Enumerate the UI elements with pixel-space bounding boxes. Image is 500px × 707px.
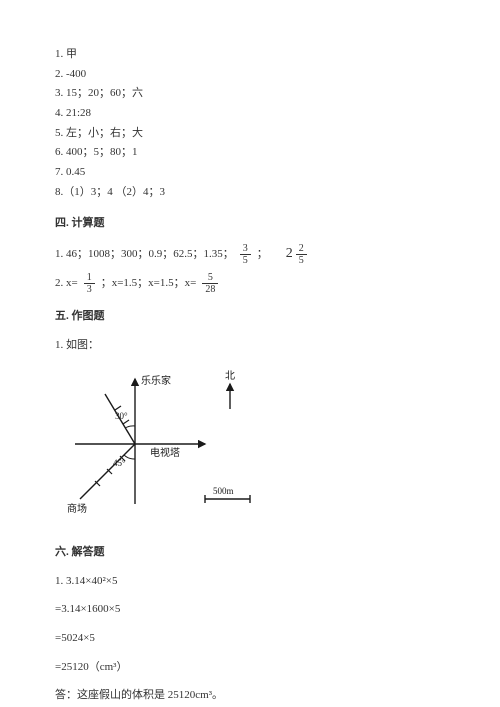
label-angle45: 45° bbox=[113, 458, 126, 468]
label-mall: 商场 bbox=[67, 502, 87, 515]
fraction-numerator: 5 bbox=[202, 272, 218, 284]
label-angle30: 30° bbox=[115, 411, 128, 421]
answer-line: 1. 甲 bbox=[55, 45, 445, 64]
solution-line: 1. 3.14×40²×5 bbox=[55, 572, 445, 591]
section-5-line: 1. 如图： bbox=[55, 336, 445, 355]
calc-text: ；x=1.5；x=1.5；x= bbox=[101, 274, 197, 293]
diagram-svg: 乐乐家 北 30° 电视塔 45° 商场 500m bbox=[55, 364, 275, 524]
label-tvtower: 电视塔 bbox=[150, 446, 180, 459]
label-lelejia: 乐乐家 bbox=[141, 374, 171, 387]
section-6-title: 六. 解答题 bbox=[55, 543, 445, 562]
answer-line: 7. 0.45 bbox=[55, 163, 445, 182]
solution-line: =25120（cm³） bbox=[55, 658, 445, 677]
fraction: 5 28 bbox=[202, 272, 218, 295]
fraction-numerator: 3 bbox=[240, 243, 251, 255]
answer-line: 4. 21:28 bbox=[55, 104, 445, 123]
calc-text: 2. x= bbox=[55, 274, 78, 293]
fraction: 2 5 bbox=[296, 243, 307, 266]
label-scale: 500m bbox=[213, 486, 234, 496]
mixed-whole: 2 bbox=[286, 242, 293, 266]
answers-block: 1. 甲 2. -400 3. 15；20；60；六 4. 21:28 5. 左… bbox=[55, 45, 445, 202]
fraction-denominator: 3 bbox=[84, 284, 95, 295]
solution-line: =3.14×1600×5 bbox=[55, 600, 445, 619]
mixed-number: 2 2 5 bbox=[286, 242, 309, 266]
section-5-title: 五. 作图题 bbox=[55, 307, 445, 326]
fraction-denominator: 5 bbox=[240, 255, 251, 266]
solution-line: 答：这座假山的体积是 25120cm³。 bbox=[55, 686, 445, 705]
fraction-denominator: 28 bbox=[202, 284, 218, 295]
calc-row-2: 2. x= 1 3 ；x=1.5；x=1.5；x= 5 28 bbox=[55, 272, 445, 295]
section-4-title: 四. 计算题 bbox=[55, 214, 445, 233]
fraction-denominator: 5 bbox=[296, 255, 307, 266]
fraction-numerator: 1 bbox=[84, 272, 95, 284]
calc-text: 1. 46；1008；300；0.9；62.5；1.35； bbox=[55, 245, 234, 264]
answer-line: 8.（1）3；4 （2）4；3 bbox=[55, 183, 445, 202]
answer-line: 5. 左；小；右；大 bbox=[55, 124, 445, 143]
solution-line: =5024×5 bbox=[55, 629, 445, 648]
calc-row-1: 1. 46；1008；300；0.9；62.5；1.35； 3 5 ； 2 2 … bbox=[55, 242, 445, 266]
fraction: 1 3 bbox=[84, 272, 95, 295]
fraction-numerator: 2 bbox=[296, 243, 307, 255]
fraction: 3 5 bbox=[240, 243, 251, 266]
calc-sep: ； bbox=[257, 245, 268, 264]
label-north: 北 bbox=[225, 370, 235, 382]
answer-line: 6. 400；5；80；1 bbox=[55, 143, 445, 162]
answer-line: 3. 15；20；60；六 bbox=[55, 84, 445, 103]
answer-line: 2. -400 bbox=[55, 65, 445, 84]
diagram: 乐乐家 北 30° 电视塔 45° 商场 500m bbox=[55, 364, 445, 531]
